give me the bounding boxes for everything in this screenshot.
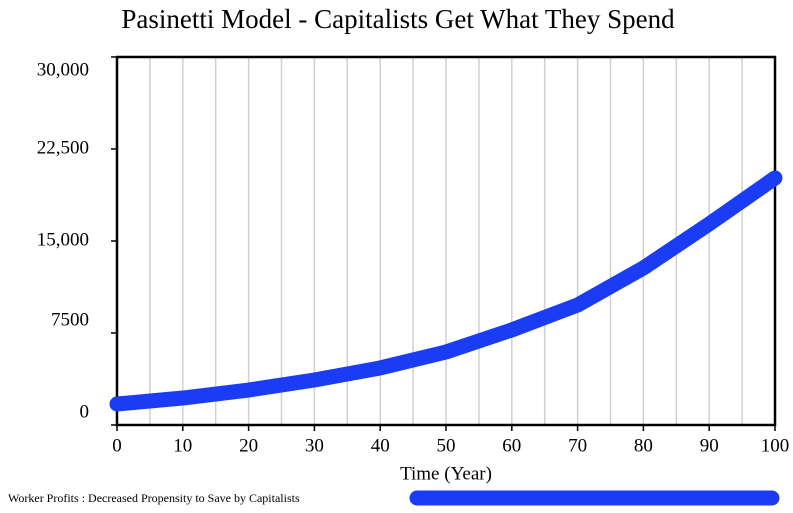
plot-frame [115, 55, 777, 427]
y-tick-label: 0 [80, 401, 90, 422]
x-tick-label: 90 [700, 435, 719, 456]
chart-title: Pasinetti Model - Capitalists Get What T… [121, 4, 675, 34]
x-tick-label: 10 [173, 435, 192, 456]
x-tick-label: 50 [437, 435, 456, 456]
x-tick-label: 30 [305, 435, 324, 456]
x-tick-label: 20 [239, 435, 258, 456]
y-tick-label: 22,500 [37, 137, 89, 158]
x-tick-label: 70 [568, 435, 587, 456]
y-tick-label: 30,000 [37, 59, 89, 80]
data-line [109, 170, 783, 412]
x-tick-label: 40 [371, 435, 390, 456]
legend-label: Worker Profits : Decreased Propensity to… [8, 491, 300, 505]
x-axis-label: Time (Year) [400, 463, 492, 484]
x-tick-label: 60 [502, 435, 521, 456]
y-tick-label: 15,000 [37, 229, 89, 250]
x-tick-label: 0 [112, 435, 122, 456]
x-tick-label: 100 [761, 435, 790, 456]
y-tick-label: 7500 [51, 309, 89, 330]
x-tick-label: 80 [634, 435, 653, 456]
